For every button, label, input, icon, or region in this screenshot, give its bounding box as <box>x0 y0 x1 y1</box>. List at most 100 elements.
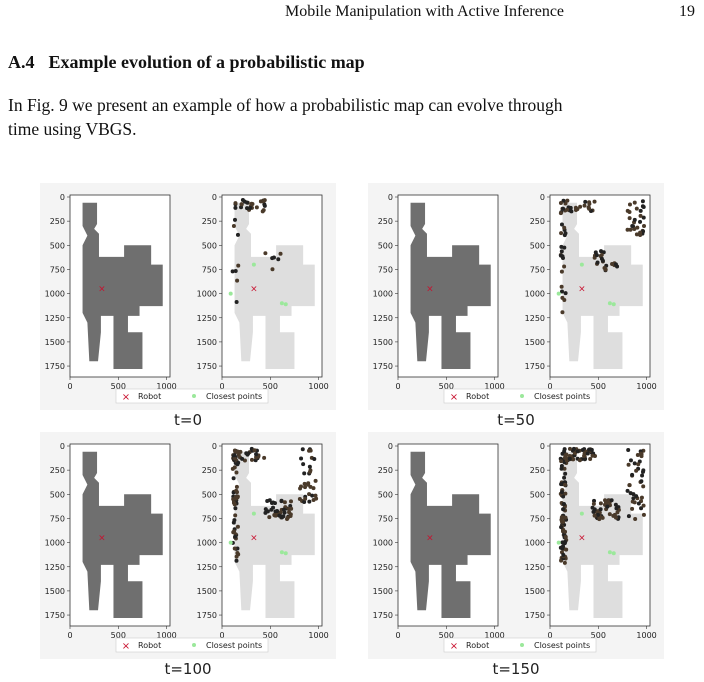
y-tick-label: 1750 <box>197 611 217 620</box>
y-tick-label: 500 <box>530 241 545 250</box>
observation-dot <box>234 488 239 493</box>
x-tick-label: 500 <box>111 631 126 640</box>
observation-dot <box>232 456 237 461</box>
observation-dot <box>563 539 568 544</box>
observation-dot <box>236 460 241 465</box>
observation-dot <box>560 310 565 315</box>
observation-dot <box>308 468 313 473</box>
robot-marker: × <box>426 284 434 294</box>
observation-dot <box>563 291 568 296</box>
y-tick-label: 250 <box>50 217 65 226</box>
y-tick-label: 0 <box>540 193 545 202</box>
observation-dot <box>631 496 636 501</box>
observation-dot <box>627 483 632 488</box>
y-tick-label: 1250 <box>525 563 545 572</box>
text-line: In Fig. 9 we present an example of how a… <box>8 95 563 115</box>
observation-dot <box>281 507 286 512</box>
y-tick-label: 1000 <box>45 539 65 548</box>
observation-dot <box>302 471 307 476</box>
observation-dot <box>231 224 236 229</box>
legend-label: Closest points <box>206 641 262 650</box>
y-tick-label: 0 <box>388 193 393 202</box>
observation-dot <box>630 224 635 229</box>
observation-dot <box>562 225 567 230</box>
observation-dot <box>559 459 564 464</box>
legend-marker: × <box>450 392 458 403</box>
observation-dot <box>310 493 315 498</box>
observation-dot <box>633 516 638 521</box>
x-tick-label: 500 <box>263 382 278 391</box>
observation-dot <box>613 515 618 520</box>
observation-dot <box>588 456 593 461</box>
observation-dot <box>306 482 311 487</box>
observation-dot <box>591 501 596 506</box>
y-tick-label: 750 <box>202 514 217 523</box>
observation-dot <box>265 498 270 503</box>
observation-dot <box>561 502 566 507</box>
observation-dot <box>641 215 646 220</box>
observation-dot <box>239 202 244 207</box>
observation-dot <box>630 506 635 511</box>
observation-dot <box>233 201 238 206</box>
observation-dot <box>641 503 646 508</box>
robot-marker: × <box>578 533 586 543</box>
observation-dot <box>272 513 277 518</box>
observation-dot <box>596 512 601 517</box>
observation-dot <box>287 506 292 511</box>
observation-dot <box>563 529 568 534</box>
observation-dot <box>245 206 250 211</box>
observation-dot <box>582 203 587 208</box>
observation-dot <box>592 255 597 260</box>
observation-dot <box>627 210 632 215</box>
observation-dot <box>632 500 637 505</box>
observation-dot <box>571 446 576 451</box>
observation-dot <box>235 232 240 237</box>
observation-dot <box>638 208 643 213</box>
observation-dot <box>632 461 637 466</box>
observation-dot <box>276 257 281 262</box>
observation-dot <box>638 213 643 218</box>
observation-dot <box>641 512 646 517</box>
observation-dot <box>590 453 595 458</box>
x-tick-label: 500 <box>439 382 454 391</box>
y-tick-label: 1500 <box>197 338 217 347</box>
observation-dot <box>233 205 238 210</box>
map-area <box>410 451 491 618</box>
y-tick-label: 1000 <box>373 539 393 548</box>
x-tick-label: 1000 <box>308 631 328 640</box>
panel-caption: t=150 <box>492 660 539 678</box>
y-tick-label: 250 <box>530 217 545 226</box>
y-tick-label: 500 <box>378 490 393 499</box>
closest-point <box>283 551 288 556</box>
x-tick-label: 0 <box>67 382 72 391</box>
observation-dot <box>282 500 287 505</box>
observation-dot <box>249 457 254 462</box>
observation-dot <box>303 485 308 490</box>
closest-point <box>251 511 256 516</box>
observation-dot <box>308 448 313 453</box>
observation-dot <box>236 263 241 268</box>
y-tick-label: 0 <box>212 442 217 451</box>
observation-dot <box>565 207 570 212</box>
observation-dot <box>263 251 268 256</box>
observation-dot <box>626 448 631 453</box>
y-tick-label: 1500 <box>373 338 393 347</box>
y-tick-label: 250 <box>530 466 545 475</box>
observation-dot <box>563 471 568 476</box>
observation-dot <box>271 500 276 505</box>
y-tick-label: 750 <box>202 265 217 274</box>
observation-dot <box>311 486 316 491</box>
observation-dot <box>263 510 268 515</box>
y-tick-label: 750 <box>530 265 545 274</box>
observation-dot <box>592 199 597 204</box>
observation-dot <box>563 535 568 540</box>
observation-dot <box>595 260 600 265</box>
legend-marker <box>192 643 196 647</box>
y-tick-label: 1000 <box>197 290 217 299</box>
y-tick-label: 250 <box>50 466 65 475</box>
observation-dot <box>639 506 644 511</box>
y-tick-label: 0 <box>60 442 65 451</box>
closest-point <box>556 291 561 296</box>
y-tick-label: 1250 <box>525 314 545 323</box>
y-tick-label: 500 <box>378 241 393 250</box>
